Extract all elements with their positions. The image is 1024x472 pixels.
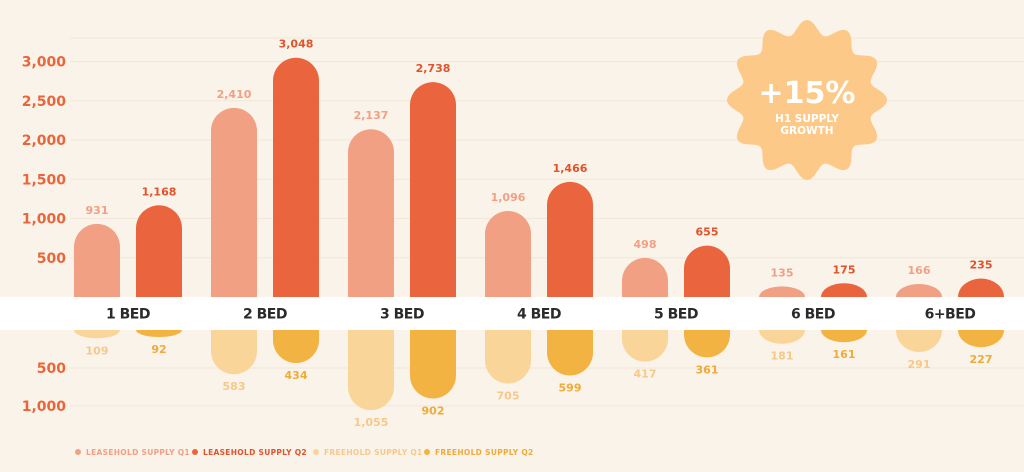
data-label: 175 xyxy=(833,263,856,276)
bar-freehold-q2 xyxy=(821,330,867,343)
legend-swatch xyxy=(313,449,319,455)
data-label: 931 xyxy=(86,204,109,217)
category-labels: 1 BED 2 BED 3 BED 4 BED 5 BED 6 BED 6+BED xyxy=(106,307,976,323)
bar-freehold-q2 xyxy=(410,330,457,399)
data-label: 705 xyxy=(497,390,520,403)
data-label: 166 xyxy=(908,264,931,277)
category-band xyxy=(0,297,1024,330)
data-label: 655 xyxy=(696,226,719,239)
bars xyxy=(74,57,1004,411)
legend-swatch xyxy=(424,449,430,455)
legend-label: LEASEHOLD SUPPLY Q2 xyxy=(203,448,307,457)
legend-swatch xyxy=(75,449,81,455)
legend-swatch xyxy=(192,449,198,455)
y-tick-upper: 1,000 xyxy=(22,212,67,228)
bar-leasehold-q2 xyxy=(684,245,730,297)
legend-label: FREEHOLD SUPPLY Q2 xyxy=(435,448,534,457)
bar-freehold-q1 xyxy=(896,330,942,353)
data-label: 498 xyxy=(634,238,657,251)
data-label: 361 xyxy=(696,363,719,376)
bar-leasehold-q1 xyxy=(211,107,257,297)
bar-freehold-q1 xyxy=(211,330,257,375)
bar-leasehold-q1 xyxy=(759,286,805,297)
y-tick-lower: 1,000 xyxy=(22,399,67,415)
data-label: 2,137 xyxy=(354,109,389,122)
data-label: 291 xyxy=(908,358,931,371)
data-label: 1,466 xyxy=(553,162,588,175)
data-label: 181 xyxy=(771,350,794,363)
data-label: 109 xyxy=(86,344,109,357)
data-label: 235 xyxy=(970,259,993,272)
data-label: 3,048 xyxy=(279,38,314,51)
data-label: 227 xyxy=(970,353,993,366)
bar-leasehold-q2 xyxy=(273,57,319,298)
category-label: 6+BED xyxy=(925,307,976,323)
bar-leasehold-q2 xyxy=(136,205,182,297)
bar-freehold-q1 xyxy=(622,330,668,362)
bar-leasehold-q2 xyxy=(410,82,457,297)
category-label: 3 BED xyxy=(380,307,424,323)
bar-leasehold-q1 xyxy=(622,257,668,297)
bar-freehold-q2 xyxy=(547,330,593,376)
badge-value: +15% xyxy=(759,76,856,111)
y-tick-upper: 1,500 xyxy=(22,172,67,188)
y-tick-upper: 2,500 xyxy=(22,94,67,110)
category-label: 6 BED xyxy=(791,307,835,323)
data-label: 902 xyxy=(422,404,445,417)
bar-freehold-q2 xyxy=(684,330,730,358)
data-label: 92 xyxy=(151,343,166,356)
data-label: 417 xyxy=(634,368,657,381)
y-tick-upper: 3,000 xyxy=(22,55,67,71)
category-label: 2 BED xyxy=(243,307,287,323)
data-label: 135 xyxy=(771,266,794,279)
bar-freehold-q1 xyxy=(759,330,805,344)
badge-line1: H1 SUPPLY xyxy=(775,113,839,125)
category-label: 1 BED xyxy=(106,307,150,323)
bar-leasehold-q1 xyxy=(485,210,531,297)
data-label: 434 xyxy=(285,369,308,382)
data-label: 161 xyxy=(833,348,856,361)
legend: LEASEHOLD SUPPLY Q1 LEASEHOLD SUPPLY Q2 FR… xyxy=(75,448,534,457)
data-label: 1,096 xyxy=(491,191,526,204)
bar-freehold-q1 xyxy=(74,330,120,339)
data-labels: 931 1,168 109 92 2,410 3,048 583 434 2,137 2,738 1… xyxy=(86,38,993,429)
bar-freehold-q1 xyxy=(485,330,531,384)
bar-freehold-q2 xyxy=(273,330,319,363)
growth-badge: +15% H1 SUPPLY GROWTH xyxy=(727,20,887,180)
y-tick-lower: 500 xyxy=(37,361,66,377)
data-label: 1,168 xyxy=(142,185,177,198)
data-label: 2,410 xyxy=(217,88,252,101)
bar-leasehold-q2 xyxy=(958,278,1004,297)
legend-label: LEASEHOLD SUPPLY Q1 xyxy=(86,448,190,457)
data-label: 1,055 xyxy=(354,416,389,429)
bar-leasehold-q1 xyxy=(74,223,120,297)
bar-leasehold-q2 xyxy=(821,283,867,297)
bar-freehold-q2 xyxy=(958,330,1004,348)
category-label: 5 BED xyxy=(654,307,698,323)
bar-leasehold-q2 xyxy=(547,181,593,297)
legend-label: FREEHOLD SUPPLY Q1 xyxy=(324,448,423,457)
bar-freehold-q1 xyxy=(348,330,394,411)
bar-leasehold-q1 xyxy=(348,129,394,297)
bar-freehold-q2 xyxy=(136,330,182,337)
data-label: 599 xyxy=(559,381,582,394)
y-tick-upper: 2,000 xyxy=(22,133,67,149)
data-label: 583 xyxy=(223,380,246,393)
badge-burst-shape xyxy=(727,20,887,180)
badge-line2: GROWTH xyxy=(780,125,833,137)
data-label: 2,738 xyxy=(416,62,451,75)
y-axis: 500 1,000 1,500 2,000 2,500 3,000 500 1,000 xyxy=(22,55,67,415)
y-tick-upper: 500 xyxy=(37,251,66,267)
category-label: 4 BED xyxy=(517,307,561,323)
bar-leasehold-q1 xyxy=(896,283,942,297)
